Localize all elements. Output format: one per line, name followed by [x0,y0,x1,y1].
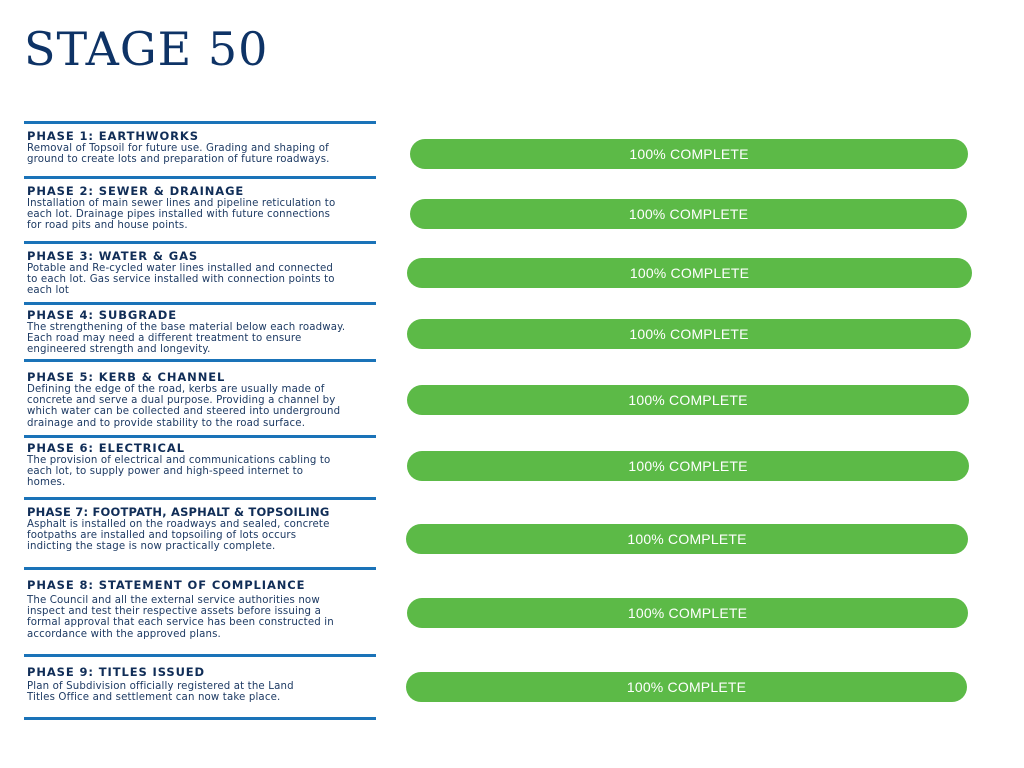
divider [24,435,376,438]
phase-description: The provision of electrical and communic… [27,455,331,489]
progress-label: 100% COMPLETE [626,679,747,695]
divider [24,497,376,500]
progress-bar: 100% COMPLETE [406,524,968,554]
phase-description: Defining the edge of the road, kerbs are… [27,384,341,429]
progress-bar: 100% COMPLETE [407,451,969,481]
progress-bar: 100% COMPLETE [407,319,971,349]
phase-item: PHASE 6: ELECTRICAL The provision of ele… [27,441,379,489]
progress-bar: 100% COMPLETE [407,258,972,288]
divider [24,717,376,720]
divider [24,359,376,362]
divider [24,241,376,244]
phase-item: PHASE 5: KERB & CHANNEL Defining the edg… [27,370,379,429]
phase-title: PHASE 1: EARTHWORKS [27,129,199,143]
phase-title: PHASE 2: SEWER & DRAINAGE [27,184,245,198]
phase-title: PHASE 6: ELECTRICAL [27,441,185,455]
divider [24,654,376,657]
phase-description: Asphalt is installed on the roadways and… [27,519,330,553]
progress-label: 100% COMPLETE [628,458,748,474]
progress-bar: 100% COMPLETE [410,139,968,169]
phase-item: PHASE 9: TITLES ISSUED Plan of Subdivisi… [27,665,379,703]
phase-title: PHASE 4: SUBGRADE [27,308,177,322]
divider [24,121,376,124]
phase-title: PHASE 3: WATER & GAS [27,249,199,263]
divider [24,176,376,179]
divider [24,567,376,570]
phase-description: The strengthening of the base material b… [27,322,346,356]
phase-item: PHASE 2: SEWER & DRAINAGE Installation o… [27,184,379,232]
progress-label: 100% COMPLETE [629,146,749,162]
phase-description: Removal of Topsoil for future use. Gradi… [27,143,330,166]
progress-label: 100% COMPLETE [627,605,748,621]
progress-label: 100% COMPLETE [627,531,747,547]
progress-bar: 100% COMPLETE [406,672,967,702]
phase-item: PHASE 3: WATER & GAS Potable and Re-cycl… [27,249,379,297]
progress-label: 100% COMPLETE [628,206,749,222]
page-title: STAGE 50 [24,22,269,76]
phase-title: PHASE 5: KERB & CHANNEL [27,370,226,384]
phase-item: PHASE 4: SUBGRADE The strengthening of t… [27,308,379,356]
phase-description: Plan of Subdivision officially registere… [27,681,294,704]
divider [24,302,376,305]
progress-label: 100% COMPLETE [629,326,749,342]
progress-bar: 100% COMPLETE [410,199,967,229]
progress-bar: 100% COMPLETE [407,385,969,415]
phase-title: PHASE 8: STATEMENT OF COMPLIANCE [27,578,306,592]
phase-item: PHASE 7: FOOTPATH, ASPHALT & TOPSOILING … [27,505,379,553]
phase-description: The Council and all the external service… [27,595,334,640]
phase-title: PHASE 9: TITLES ISSUED [27,665,206,679]
progress-label: 100% COMPLETE [629,265,750,281]
progress-bar: 100% COMPLETE [407,598,968,628]
phase-description: Potable and Re-cycled water lines instal… [27,263,335,297]
phase-title: PHASE 7: FOOTPATH, ASPHALT & TOPSOILING [27,505,330,519]
progress-label: 100% COMPLETE [628,392,748,408]
phase-description: Installation of main sewer lines and pip… [27,198,336,232]
phase-item: PHASE 8: STATEMENT OF COMPLIANCE The Cou… [27,578,379,640]
phase-item: PHASE 1: EARTHWORKS Removal of Topsoil f… [27,129,379,165]
